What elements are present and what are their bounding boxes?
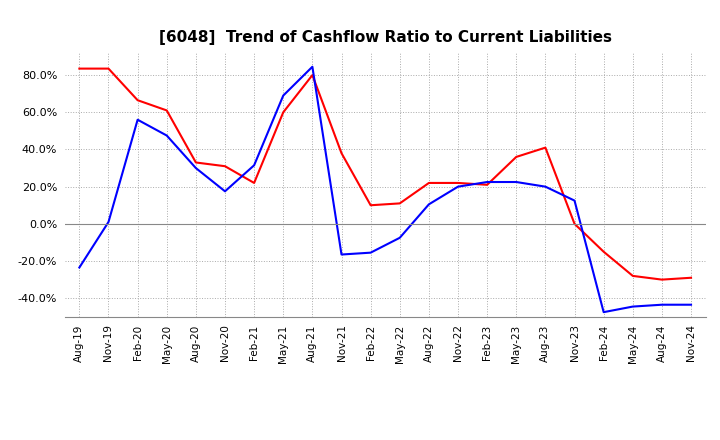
Free CF to Current Liabilities	[541, 184, 550, 189]
Operating CF to Current Liabilities	[308, 73, 317, 78]
Free CF to Current Liabilities	[337, 252, 346, 257]
Operating CF to Current Liabilities	[366, 202, 375, 208]
Free CF to Current Liabilities	[308, 64, 317, 70]
Operating CF to Current Liabilities	[512, 154, 521, 160]
Operating CF to Current Liabilities	[75, 66, 84, 71]
Title: [6048]  Trend of Cashflow Ratio to Current Liabilities: [6048] Trend of Cashflow Ratio to Curren…	[158, 29, 612, 45]
Free CF to Current Liabilities	[687, 302, 696, 308]
Free CF to Current Liabilities	[75, 265, 84, 270]
Operating CF to Current Liabilities	[483, 182, 492, 187]
Free CF to Current Liabilities	[483, 180, 492, 185]
Operating CF to Current Liabilities	[599, 249, 608, 254]
Operating CF to Current Liabilities	[104, 66, 113, 71]
Free CF to Current Liabilities	[425, 202, 433, 207]
Operating CF to Current Liabilities	[220, 164, 229, 169]
Operating CF to Current Liabilities	[687, 275, 696, 280]
Free CF to Current Liabilities	[657, 302, 666, 308]
Line: Free CF to Current Liabilities: Free CF to Current Liabilities	[79, 67, 691, 312]
Operating CF to Current Liabilities	[133, 98, 142, 103]
Free CF to Current Liabilities	[512, 180, 521, 185]
Line: Operating CF to Current Liabilities: Operating CF to Current Liabilities	[79, 69, 691, 279]
Free CF to Current Liabilities	[570, 198, 579, 203]
Operating CF to Current Liabilities	[279, 110, 287, 115]
Free CF to Current Liabilities	[395, 235, 404, 240]
Operating CF to Current Liabilities	[395, 201, 404, 206]
Operating CF to Current Liabilities	[657, 277, 666, 282]
Free CF to Current Liabilities	[220, 189, 229, 194]
Operating CF to Current Liabilities	[425, 180, 433, 186]
Operating CF to Current Liabilities	[163, 108, 171, 113]
Free CF to Current Liabilities	[279, 93, 287, 98]
Free CF to Current Liabilities	[599, 309, 608, 315]
Free CF to Current Liabilities	[192, 165, 200, 171]
Operating CF to Current Liabilities	[454, 180, 462, 186]
Free CF to Current Liabilities	[163, 133, 171, 138]
Operating CF to Current Liabilities	[541, 145, 550, 150]
Operating CF to Current Liabilities	[337, 150, 346, 156]
Free CF to Current Liabilities	[454, 184, 462, 189]
Operating CF to Current Liabilities	[570, 221, 579, 227]
Free CF to Current Liabilities	[104, 220, 113, 225]
Operating CF to Current Liabilities	[250, 180, 258, 186]
Operating CF to Current Liabilities	[192, 160, 200, 165]
Free CF to Current Liabilities	[366, 250, 375, 255]
Free CF to Current Liabilities	[133, 117, 142, 122]
Free CF to Current Liabilities	[629, 304, 637, 309]
Free CF to Current Liabilities	[250, 163, 258, 168]
Operating CF to Current Liabilities	[629, 273, 637, 279]
